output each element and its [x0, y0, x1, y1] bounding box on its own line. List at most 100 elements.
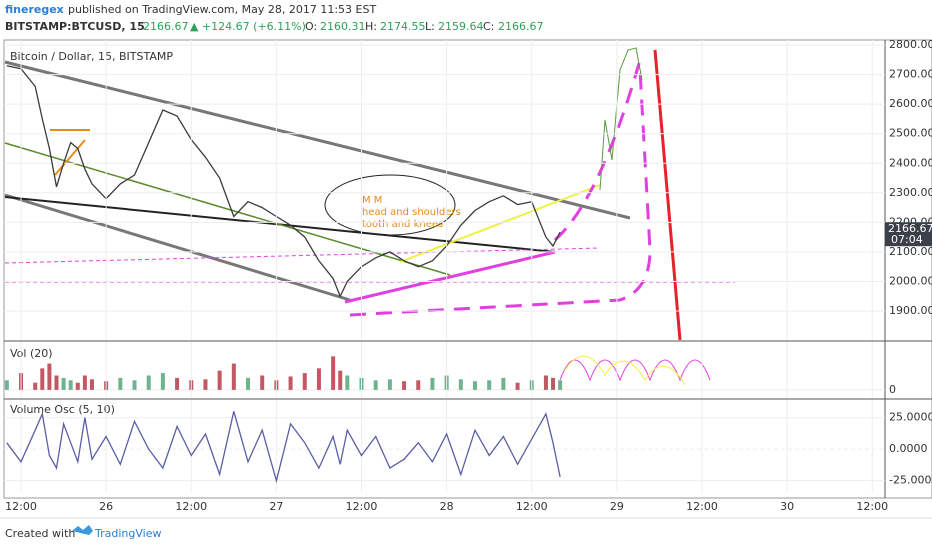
x-tick-label: 27 — [269, 500, 283, 513]
logo — [72, 525, 93, 535]
volume-bar — [345, 375, 350, 390]
sketch — [559, 359, 711, 382]
y-tick-label: 25.0000 — [889, 411, 932, 424]
footer-brand[interactable]: TradingView — [94, 527, 161, 540]
volume-bar — [302, 373, 307, 390]
y-tick-label: 0 — [889, 383, 896, 396]
series-line — [6, 65, 561, 298]
y-tick-label: 2400.00 — [889, 156, 932, 169]
projection — [554, 59, 642, 242]
volume-bar — [416, 380, 421, 390]
volume-bar — [487, 380, 492, 390]
symbol: BITSTAMP:BTCUSD, 15 — [5, 20, 145, 33]
volume-bar — [373, 380, 378, 390]
volume-bar — [331, 356, 336, 390]
annotation: M M — [362, 195, 382, 206]
volume-bar — [61, 377, 66, 390]
y-tick-label: 2600.00 — [889, 97, 932, 110]
high: 2174.55 — [380, 20, 426, 33]
main-title: Bitcoin / Dollar, 15, BITSTAMP — [10, 50, 173, 63]
volume-bar — [338, 370, 343, 390]
annotation: tooth and knees — [362, 219, 443, 230]
y-tick-label: 2500.00 — [889, 127, 932, 140]
trend-line — [399, 184, 601, 263]
volume-bar — [543, 375, 548, 390]
volume-bar — [75, 382, 80, 390]
y-tick-label: 0.0000 — [889, 442, 928, 455]
c-label: C: — [483, 20, 494, 33]
volume-bar — [387, 379, 392, 390]
x-tick-label: 12:00 — [856, 500, 888, 513]
volume-bar — [501, 377, 506, 390]
volume-bar — [54, 375, 59, 390]
volume-bar — [40, 368, 45, 390]
volume-bar — [260, 375, 265, 390]
volume-title: Vol (20) — [10, 347, 53, 360]
low: 2159.64 — [438, 20, 484, 33]
publisher[interactable]: fineregex — [5, 3, 64, 16]
x-tick-label: 12:00 — [175, 500, 207, 513]
volume-bar — [203, 379, 208, 390]
chart-frame — [3, 39, 932, 499]
volume-bar — [47, 363, 52, 390]
last-price-box — [885, 222, 932, 247]
o-label: O: — [305, 20, 317, 33]
sketch — [50, 129, 90, 176]
dashed-line — [4, 247, 601, 264]
red-line — [653, 49, 682, 341]
y-tick-label: 2000.00 — [889, 274, 932, 287]
osc-title: Volume Osc (5, 10) — [10, 403, 115, 416]
volume-bar — [551, 377, 556, 390]
sketch — [599, 47, 643, 191]
speech-bubble — [324, 174, 456, 236]
y-tick-label: -25.0000 — [889, 474, 932, 487]
x-tick-label: 12:00 — [516, 500, 548, 513]
drawings — [4, 47, 735, 386]
volume-bar — [89, 379, 94, 390]
change: ▲ +124.67 (+6.11%) — [190, 20, 306, 33]
y-tick-label: 2700.00 — [889, 68, 932, 81]
open: 2160.31 — [320, 20, 366, 33]
trend-line — [4, 142, 451, 276]
channel-line — [4, 60, 631, 220]
h-label: H: — [365, 20, 377, 33]
y-tick-label: 1900.00 — [889, 304, 932, 317]
x-tick-label: 29 — [610, 500, 624, 513]
countdown: 07:04 — [891, 233, 923, 246]
sketch — [564, 355, 686, 386]
annotation: head and shoulders — [362, 207, 461, 218]
volume-bar — [402, 381, 407, 390]
last: 2166.67 — [143, 20, 189, 33]
projection — [349, 69, 652, 317]
volume-bar — [231, 363, 236, 390]
volume-bar — [132, 380, 137, 390]
volume-bar — [473, 381, 478, 390]
volume-bar — [217, 370, 222, 390]
x-tick-label: 12:00 — [686, 500, 718, 513]
volume-bar — [515, 382, 520, 390]
volume-bar — [160, 373, 165, 390]
y-tick-label: 2800.00 — [889, 38, 932, 51]
volume-bar — [558, 380, 563, 390]
published: published on TradingView.com, May 28, 20… — [68, 3, 376, 16]
last-price-label: 2166.67 — [888, 222, 932, 235]
volume-bar — [288, 376, 293, 390]
volume-bar — [146, 375, 151, 390]
volume-bar — [458, 379, 463, 390]
volume-bar — [82, 375, 87, 390]
y-tick-label: 2300.00 — [889, 186, 932, 199]
x-tick-label: 12:00 — [346, 500, 378, 513]
volume-bar — [118, 377, 123, 390]
footer-created: Created with — [5, 527, 75, 540]
volume-bar — [68, 380, 73, 390]
y-tick-label: 2100.00 — [889, 245, 932, 258]
l-label: L: — [425, 20, 435, 33]
x-tick-label: 30 — [780, 500, 794, 513]
close: 2166.67 — [498, 20, 544, 33]
volume-bar — [175, 377, 180, 390]
x-tick-label: 28 — [440, 500, 454, 513]
volume-bar — [246, 377, 251, 390]
